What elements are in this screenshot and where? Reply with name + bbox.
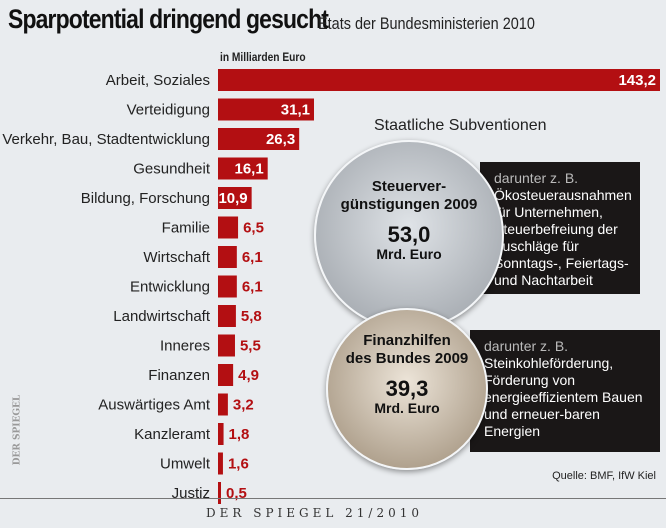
bar xyxy=(218,157,268,180)
category-label: Arbeit, Soziales xyxy=(106,72,210,89)
bar xyxy=(218,216,239,239)
bar xyxy=(218,69,660,91)
value-label: 16,1 xyxy=(234,161,263,178)
value-label: 10,9 xyxy=(218,190,247,207)
value-label: 26,3 xyxy=(266,131,295,148)
value-label: 6,1 xyxy=(242,249,263,266)
category-label: Entwicklung xyxy=(130,279,210,296)
category-label: Finanzen xyxy=(148,367,210,384)
category-label: Landwirtschaft xyxy=(113,308,211,325)
category-label: Umwelt xyxy=(160,456,211,473)
detail-prefix: darunter z. B. xyxy=(494,170,579,186)
bar xyxy=(218,98,314,121)
bar xyxy=(218,423,224,445)
value-label: 31,1 xyxy=(281,102,310,119)
bar xyxy=(218,128,300,150)
circle-title-2: des Bundes 2009 xyxy=(345,350,469,367)
circle-title-1: Steuerver- xyxy=(371,178,447,195)
circle-unit: Mrd. Euro xyxy=(376,246,442,262)
category-label: Familie xyxy=(162,220,210,237)
circle-value: 39,3 xyxy=(385,376,429,401)
subsidy-detail-box-2: darunter z. B. Steinkohleförderung, Förd… xyxy=(470,330,660,452)
value-label: 5,5 xyxy=(240,338,261,355)
value-label: 143,2 xyxy=(618,72,656,89)
category-label: Auswärtiges Amt xyxy=(98,397,211,414)
value-label: 1,8 xyxy=(229,426,250,443)
value-label: 6,1 xyxy=(242,279,263,296)
category-label: Justiz xyxy=(172,485,210,502)
circle-unit: Mrd. Euro xyxy=(374,400,440,416)
chart-title: Sparpotential dringend gesucht xyxy=(8,4,329,34)
category-label: Verteidigung xyxy=(127,102,210,119)
circle-title-1: Finanzhilfen xyxy=(363,332,451,349)
footer-text: DER SPIEGEL 21/2010 xyxy=(206,506,424,520)
detail-text: Steinkohleförderung, Förderung von energ… xyxy=(484,355,643,439)
category-label: Wirtschaft xyxy=(143,249,211,266)
category-label: Inneres xyxy=(160,338,210,355)
value-label: 6,5 xyxy=(243,220,264,237)
category-label: Gesundheit xyxy=(133,161,211,178)
bar xyxy=(218,393,228,416)
circle-value: 53,0 xyxy=(387,222,431,247)
subsidy-circle-tax-benefits: Steuerver-günstigungen 2009 53,0 Mrd. Eu… xyxy=(314,140,504,330)
footer-rule xyxy=(0,498,666,499)
bar xyxy=(218,452,223,475)
bar xyxy=(218,482,221,504)
category-label: Bildung, Forschung xyxy=(81,190,210,207)
source-note: Quelle: BMF, IfW Kiel xyxy=(552,470,656,482)
bar xyxy=(218,334,235,357)
bar xyxy=(218,364,234,386)
bar xyxy=(218,187,252,209)
value-label: 5,8 xyxy=(241,308,262,325)
value-label: 3,2 xyxy=(233,397,254,414)
bar xyxy=(218,246,237,268)
subsidy-detail-box-1: darunter z. B. Ökosteuerausnahmen für Un… xyxy=(480,162,640,294)
category-label: Kanzleramt xyxy=(134,426,211,443)
bar xyxy=(218,305,236,327)
value-label: 0,5 xyxy=(226,485,247,502)
subsidy-circle-financial-aid: Finanzhilfen des Bundes 2009 39,3 Mrd. Eu… xyxy=(326,308,488,470)
subsidies-title: Staatliche Subventionen xyxy=(374,117,547,134)
circle-title-2: günstigungen 2009 xyxy=(340,196,478,213)
category-label: Verkehr, Bau, Stadtentwicklung xyxy=(2,131,210,148)
value-label: 4,9 xyxy=(238,367,259,384)
value-label: 1,6 xyxy=(228,456,249,473)
bar xyxy=(218,275,237,298)
detail-text: Ökosteuerausnahmen für Unternehmen, Steu… xyxy=(494,187,632,288)
chart-subtitle: Etats der Bundesministerien 2010 xyxy=(318,14,535,33)
detail-prefix: darunter z. B. xyxy=(484,338,569,354)
unit-label: in Milliarden Euro xyxy=(220,50,306,64)
